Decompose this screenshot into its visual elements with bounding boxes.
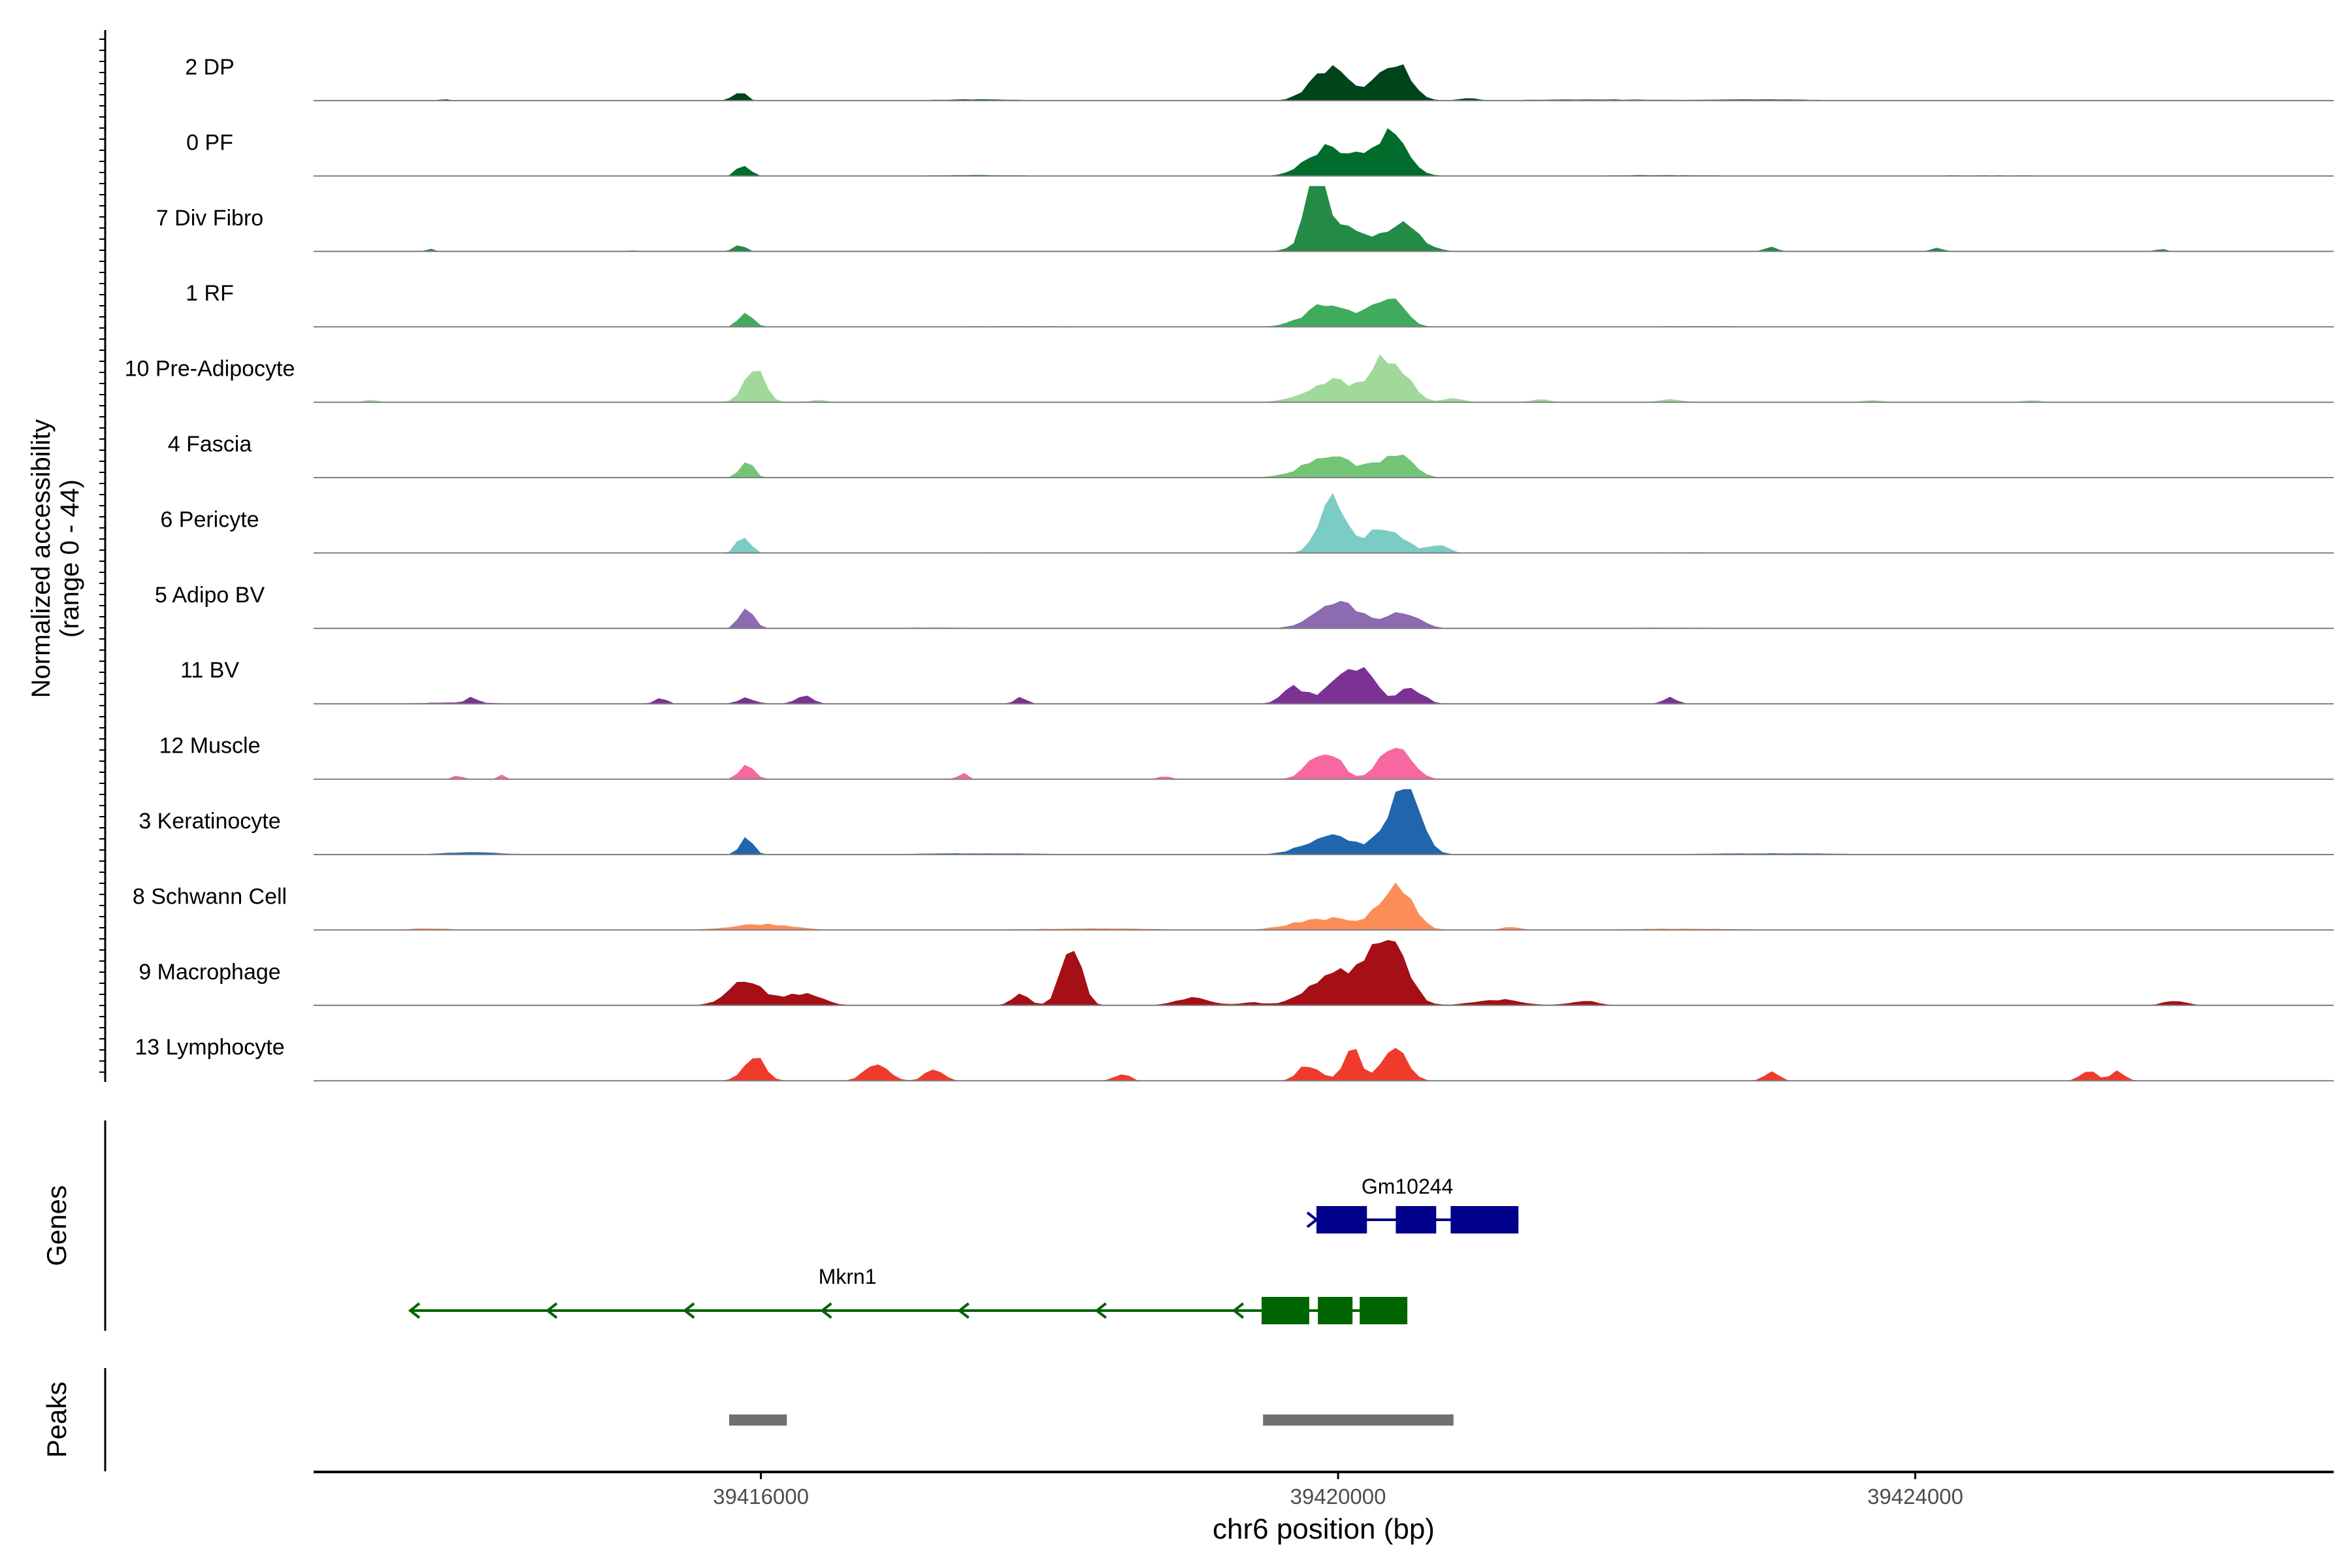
strand-arrow bbox=[545, 1302, 558, 1319]
track-label: 13 Lymphocyte bbox=[135, 1035, 284, 1060]
track-7-div-fibro: 7 Div Fibro bbox=[156, 186, 2334, 252]
track-label: 1 RF bbox=[186, 281, 234, 306]
track-8-schwann-cell: 8 Schwann Cell bbox=[133, 882, 2334, 931]
track-0-pf: 0 PF bbox=[186, 128, 2334, 177]
gene-label: Mkrn1 bbox=[819, 1265, 877, 1288]
track-area bbox=[314, 747, 2334, 779]
strand-arrow bbox=[820, 1302, 832, 1319]
track-13-lymphocyte: 13 Lymphocyte bbox=[135, 1035, 2334, 1082]
coverage-tracks: 2 DP 0 PF 7 Div Fibro 1 RF 10 Pre-Adipocyte 4… bbox=[125, 55, 2334, 1082]
track-area bbox=[314, 939, 2334, 1005]
track-10-pre-adipocyte: 10 Pre-Adipocyte bbox=[125, 354, 2334, 403]
track-label: 5 Adipo BV bbox=[155, 583, 265, 608]
gene-exon bbox=[1360, 1297, 1408, 1324]
coverage-y-axis bbox=[99, 30, 106, 1082]
track-area bbox=[314, 454, 2334, 478]
genes-panel-label: Genes bbox=[41, 1185, 72, 1266]
gene-exon bbox=[1450, 1206, 1519, 1233]
track-area bbox=[314, 1047, 2334, 1081]
peak-region bbox=[729, 1414, 787, 1426]
strand-arrow bbox=[1094, 1302, 1107, 1319]
track-label: 12 Muscle bbox=[159, 734, 261, 759]
track-area bbox=[314, 667, 2334, 704]
track-area bbox=[314, 298, 2334, 327]
track-4-fascia: 4 Fascia bbox=[168, 432, 2334, 478]
strand-arrow bbox=[957, 1302, 970, 1319]
genes-panel: Genes Gm10244 Mkrn1 bbox=[41, 1120, 1519, 1331]
gene-exon bbox=[1318, 1297, 1353, 1324]
track-label: 8 Schwann Cell bbox=[133, 884, 287, 909]
peaks-panel: Peaks bbox=[41, 1368, 1454, 1471]
track-3-keratinocyte: 3 Keratinocyte bbox=[139, 789, 2334, 855]
track-label: 6 Pericyte bbox=[160, 507, 259, 532]
track-area bbox=[314, 789, 2334, 855]
y-axis-title-line1: Normalized accessibility bbox=[27, 419, 56, 698]
track-label: 2 DP bbox=[185, 55, 235, 80]
x-tick-label: 39424000 bbox=[1867, 1484, 1963, 1509]
strand-arrow bbox=[408, 1302, 421, 1319]
strand-arrow bbox=[1232, 1302, 1245, 1319]
track-label: 3 Keratinocyte bbox=[139, 809, 280, 834]
strand-arrow bbox=[683, 1302, 695, 1319]
track-area bbox=[314, 354, 2334, 402]
gene-exon bbox=[1316, 1206, 1367, 1233]
gene-label: Gm10244 bbox=[1362, 1175, 1454, 1198]
track-area bbox=[314, 882, 2334, 930]
gene-exon bbox=[1396, 1206, 1437, 1233]
gene-gm10244: Gm10244 bbox=[1306, 1175, 1519, 1233]
track-5-adipo-bv: 5 Adipo BV bbox=[155, 583, 2334, 629]
track-label: 7 Div Fibro bbox=[156, 206, 263, 231]
track-12-muscle: 12 Muscle bbox=[159, 734, 2334, 780]
track-1-rf: 1 RF bbox=[186, 281, 2334, 328]
gene-exon bbox=[1262, 1297, 1309, 1324]
y-axis-title-line2: (range 0 - 44) bbox=[56, 480, 84, 638]
track-area bbox=[314, 493, 2334, 553]
track-6-pericyte: 6 Pericyte bbox=[160, 493, 2334, 554]
x-axis: chr6 position (bp) 39416000 39420000 39424… bbox=[314, 1471, 2334, 1545]
y-axis-title: Normalized accessibility (range 0 - 44) bbox=[27, 419, 84, 698]
track-area bbox=[314, 186, 2334, 252]
peak-region bbox=[1263, 1414, 1454, 1426]
track-area bbox=[314, 128, 2334, 176]
track-label: 11 BV bbox=[180, 658, 239, 683]
track-11-bv: 11 BV bbox=[180, 658, 2334, 705]
track-label: 0 PF bbox=[186, 130, 233, 155]
x-tick-label: 39416000 bbox=[713, 1484, 809, 1509]
peaks-panel-label: Peaks bbox=[41, 1382, 72, 1458]
track-label: 9 Macrophage bbox=[139, 960, 280, 985]
track-area bbox=[314, 64, 2334, 101]
track-label: 10 Pre-Adipocyte bbox=[125, 357, 295, 382]
track-area bbox=[314, 600, 2334, 629]
track-2-dp: 2 DP bbox=[185, 55, 2334, 101]
track-label: 4 Fascia bbox=[168, 432, 252, 457]
gene-mkrn1: Mkrn1 bbox=[408, 1265, 1408, 1324]
x-tick-label: 39420000 bbox=[1290, 1484, 1386, 1509]
x-axis-title: chr6 position (bp) bbox=[1213, 1513, 1435, 1545]
track-9-macrophage: 9 Macrophage bbox=[139, 939, 2334, 1006]
